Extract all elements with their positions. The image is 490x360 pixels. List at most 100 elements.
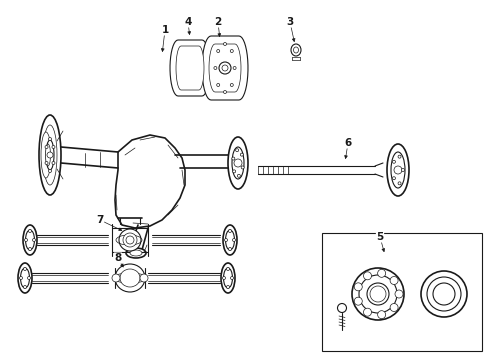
Ellipse shape (46, 144, 50, 166)
Ellipse shape (18, 263, 32, 293)
Text: 8: 8 (114, 253, 122, 263)
Circle shape (233, 67, 236, 69)
Polygon shape (115, 135, 185, 228)
Ellipse shape (23, 225, 37, 255)
Circle shape (222, 65, 228, 71)
Circle shape (52, 145, 55, 148)
Ellipse shape (433, 283, 455, 305)
Circle shape (24, 267, 26, 270)
Text: 6: 6 (344, 138, 352, 148)
Ellipse shape (294, 47, 298, 53)
Circle shape (49, 138, 51, 140)
Polygon shape (170, 40, 210, 96)
Circle shape (232, 238, 236, 242)
Circle shape (217, 50, 220, 53)
Ellipse shape (223, 268, 232, 288)
Text: 1: 1 (161, 25, 169, 35)
Ellipse shape (291, 44, 301, 56)
Circle shape (45, 145, 48, 148)
Circle shape (49, 170, 51, 172)
Circle shape (228, 230, 231, 233)
Circle shape (47, 152, 53, 158)
Circle shape (378, 269, 386, 277)
Ellipse shape (21, 268, 29, 288)
Ellipse shape (120, 269, 140, 287)
Circle shape (52, 162, 55, 165)
Circle shape (232, 157, 235, 160)
Ellipse shape (338, 303, 346, 312)
Circle shape (392, 177, 395, 180)
Circle shape (370, 286, 386, 302)
Circle shape (240, 153, 244, 156)
Ellipse shape (43, 125, 57, 185)
Circle shape (392, 160, 395, 163)
Circle shape (224, 238, 227, 242)
Ellipse shape (367, 283, 389, 305)
Circle shape (241, 166, 244, 169)
Ellipse shape (115, 264, 145, 292)
Circle shape (233, 170, 236, 173)
Polygon shape (202, 36, 248, 100)
Ellipse shape (123, 233, 137, 247)
Circle shape (390, 276, 398, 284)
Ellipse shape (223, 225, 237, 255)
Ellipse shape (359, 275, 397, 313)
Ellipse shape (421, 271, 467, 317)
Ellipse shape (119, 229, 141, 251)
Ellipse shape (232, 147, 244, 179)
Circle shape (226, 285, 229, 288)
Ellipse shape (427, 277, 461, 311)
Ellipse shape (41, 132, 51, 178)
Circle shape (45, 162, 48, 165)
Circle shape (364, 272, 371, 280)
Circle shape (364, 308, 371, 316)
Ellipse shape (228, 137, 248, 189)
Circle shape (230, 84, 233, 86)
Circle shape (28, 248, 31, 251)
Circle shape (140, 274, 148, 282)
Text: 7: 7 (97, 215, 104, 225)
Circle shape (20, 276, 23, 279)
Circle shape (398, 182, 401, 185)
Text: 2: 2 (215, 17, 221, 27)
Text: 5: 5 (376, 232, 384, 242)
Ellipse shape (387, 144, 409, 196)
Polygon shape (176, 46, 204, 90)
Bar (322, 233, 482, 351)
Circle shape (214, 67, 217, 69)
Ellipse shape (39, 115, 61, 195)
Circle shape (390, 303, 398, 311)
Circle shape (24, 238, 27, 242)
Circle shape (27, 276, 30, 279)
Circle shape (234, 159, 242, 167)
Circle shape (219, 62, 231, 74)
Circle shape (223, 42, 226, 45)
Circle shape (222, 276, 225, 279)
Ellipse shape (46, 140, 54, 170)
Circle shape (236, 149, 239, 152)
Circle shape (230, 50, 233, 53)
Circle shape (32, 238, 35, 242)
Ellipse shape (225, 230, 235, 250)
Circle shape (126, 236, 134, 244)
Circle shape (354, 297, 362, 305)
Circle shape (394, 166, 402, 174)
Circle shape (354, 283, 362, 291)
Circle shape (226, 267, 229, 270)
Circle shape (401, 168, 405, 171)
Circle shape (223, 90, 226, 94)
Circle shape (398, 155, 401, 158)
Circle shape (228, 248, 231, 251)
Ellipse shape (126, 248, 146, 258)
Polygon shape (209, 44, 241, 92)
Circle shape (378, 311, 386, 319)
Ellipse shape (352, 268, 404, 320)
Circle shape (237, 174, 241, 177)
Ellipse shape (25, 230, 34, 250)
Circle shape (28, 230, 31, 233)
Ellipse shape (221, 263, 235, 293)
Circle shape (230, 276, 234, 279)
Ellipse shape (130, 250, 142, 256)
Text: 3: 3 (286, 17, 294, 27)
Circle shape (217, 84, 220, 86)
